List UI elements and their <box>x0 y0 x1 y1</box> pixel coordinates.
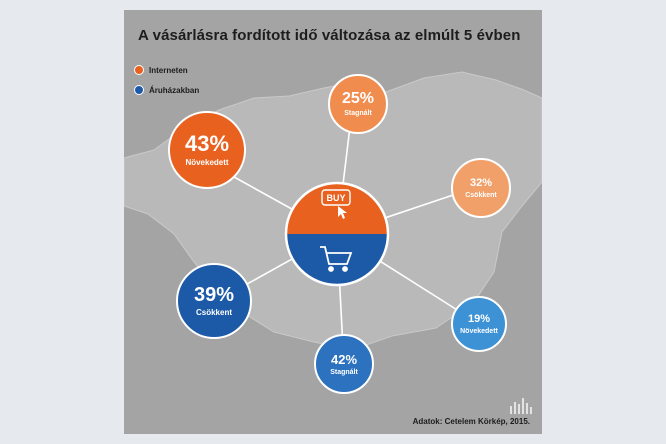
bubble-percent: 42% <box>330 351 358 367</box>
chart-title: A vásárlásra fordított idő változása az … <box>138 27 521 44</box>
bubble-label: Növekedett <box>185 158 229 167</box>
legend-label: Áruházakban <box>149 85 200 95</box>
bubble-internet-stagnated: 25% Stagnált <box>328 74 388 134</box>
bubble-internet-decreased: 32% Csökkent <box>451 158 511 218</box>
bubble-percent: 19% <box>467 312 491 325</box>
bubble-store-stagnated: 42% Stagnált <box>314 334 374 394</box>
bubble-label: Csökkent <box>195 308 232 317</box>
bubble-store-decreased: 39% Csökkent <box>176 263 252 339</box>
legend-item-store: Áruházakban <box>134 85 199 95</box>
legend-dot-blue <box>134 85 144 95</box>
bubble-store-increased: 19% Növekedett <box>451 296 507 352</box>
bubble-label: Stagnált <box>344 110 372 117</box>
legend-item-internet: Interneten <box>134 65 188 75</box>
bubble-percent: 39% <box>193 284 235 306</box>
bubble-label: Csökkent <box>465 191 497 199</box>
shopping-cart-icon <box>320 246 353 272</box>
bubble-label: Stagnált <box>330 368 358 376</box>
infographic-card: BUY A vásárlásra fordított idő változása… <box>124 10 542 434</box>
legend-label: Interneten <box>149 65 188 75</box>
center-circle: BUY <box>284 181 390 287</box>
bubble-percent: 25% <box>341 90 375 107</box>
source-note: Adatok: Cetelem Körkép, 2015. <box>412 417 530 426</box>
bubble-internet-increased: 43% Növekedett <box>168 111 246 189</box>
bubble-percent: 32% <box>469 176 493 189</box>
bubble-percent: 43% <box>184 131 230 156</box>
buy-text: BUY <box>326 193 345 203</box>
buy-click-icon: BUY <box>321 189 351 219</box>
logo-bars-icon <box>510 398 532 414</box>
legend-dot-orange <box>134 65 144 75</box>
bubble-label: Növekedett <box>460 327 498 335</box>
